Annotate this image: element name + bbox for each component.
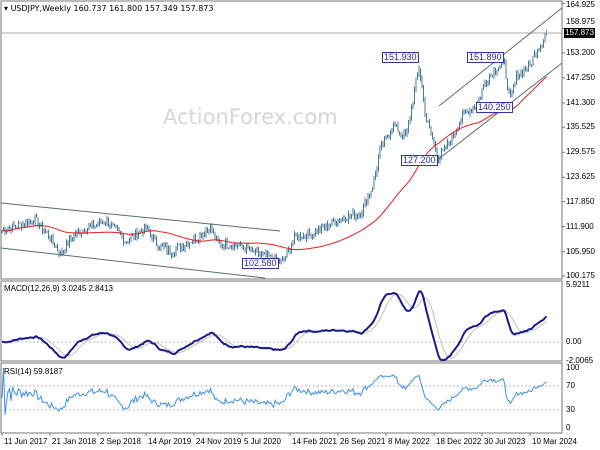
date-tick-label: 21 Jan 2018 [52,437,97,446]
date-tick-label: 8 May 2022 [388,437,430,446]
date-tick-label: 14 Apr 2019 [148,437,192,446]
symbol-header: ▾ USDJPY,Weekly 160.737 161.800 157.349 … [4,4,214,13]
falling-channel-lower [0,247,266,279]
macd-tick-label: -2.0065 [566,356,594,366]
price-tick-label: 129.575 [566,147,595,157]
date-tick-label: 18 Dec 2022 [436,437,482,446]
rsi-tick-label: 100 [566,363,580,372]
rsi-title: RSI(14) 59.8187 [4,367,63,376]
price-tick-label: 123.625 [566,172,595,182]
macd-tick-label: 5.9211 [566,280,590,289]
macd-title: MACD(12,26,9) 3.0245 2.8413 [4,284,113,293]
price-tick-label: 164.925 [566,0,595,9]
last-price-label: 157.873 [564,28,595,38]
price-tick-label: 141.300 [566,97,595,107]
falling-channel-upper [0,202,281,232]
annotation-low-2023-jan: 127.200 [401,155,438,166]
annotation-high-2023: 151.890 [467,52,504,63]
rsi-tick-label: 30 [566,405,575,414]
macd-line [1,290,548,362]
date-tick-label: 14 Feb 2021 [292,437,337,446]
price-tick-label: 147.250 [566,72,595,82]
price-tick-label: 158.975 [566,17,595,26]
macd-panel-frame [0,280,563,362]
date-tick-label: 2 Sep 2018 [100,437,141,446]
symbol-info: USDJPY,Weekly 160.737 161.800 157.349 15… [10,4,214,13]
price-tick-label: 105.950 [566,246,595,256]
rsi-tick-label: 0 [566,423,571,432]
date-tick-label: 10 Mar 2024 [532,437,577,446]
annotation-low-2021: 102.580 [242,258,279,269]
main-panel-frame [0,0,563,280]
price-tick-label: 135.525 [566,122,595,132]
rsi-tick-label: 70 [566,381,575,390]
annotation-low-2023: 140.250 [476,102,513,113]
price-tick-label: 153.200 [566,47,595,57]
price-bars [1,30,547,265]
date-tick-label: 30 Jul 2023 [484,437,526,446]
rsi-line [1,367,547,415]
macd-signal-line [1,293,547,359]
date-tick-label: 26 Sep 2021 [340,437,386,446]
rsi-panel-frame [0,362,563,434]
annotation-high-2022: 151.930 [382,52,419,63]
price-tick-label: 111.900 [566,221,594,231]
date-tick-label: 24 Nov 2019 [196,437,242,446]
price-tick-label: 100.175 [566,271,595,280]
price-tick-label: 117.850 [566,196,595,206]
macd-tick-label: 0.00 [566,337,582,346]
watermark: ActionForex.com [163,105,338,129]
sma-line [1,76,547,251]
date-tick-label: 5 Jul 2020 [244,437,281,446]
date-tick-label: 11 Jun 2017 [4,437,48,446]
